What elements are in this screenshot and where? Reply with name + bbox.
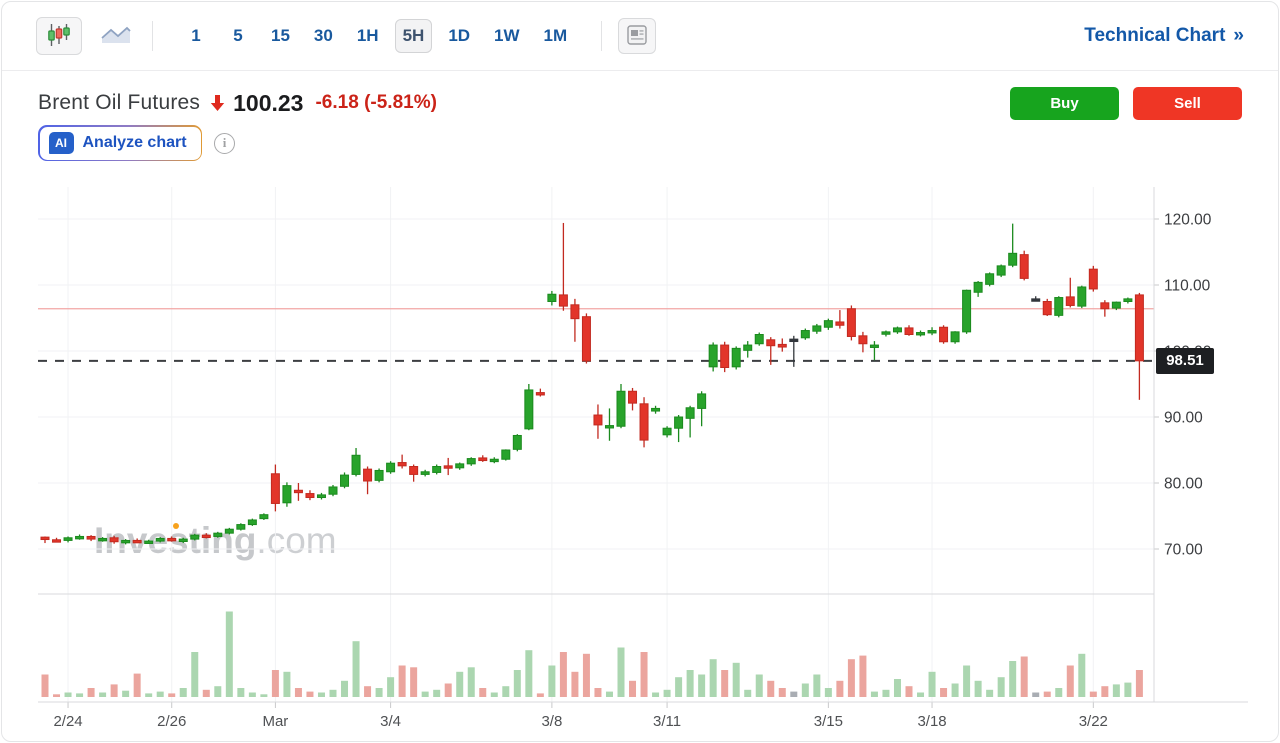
chart-type-candlestick-button[interactable] xyxy=(36,17,82,55)
toolbar-divider xyxy=(152,21,153,51)
ai-analyze-row: AI Analyze chart i xyxy=(38,125,236,161)
price-change: -6.18 (-5.81%) xyxy=(315,92,436,114)
interval-button-15m[interactable]: 15 xyxy=(263,19,298,53)
watermark-brand-dot xyxy=(173,523,179,529)
candles-layer xyxy=(40,222,1144,545)
svg-text:3/8: 3/8 xyxy=(541,713,562,730)
buy-button[interactable]: Buy xyxy=(1010,86,1119,120)
instrument-header: Brent Oil Futures 100.23 -6.18 (-5.81%) … xyxy=(38,84,1242,122)
svg-text:3/15: 3/15 xyxy=(814,713,843,730)
double-chevron-right-icon: » xyxy=(1233,25,1244,46)
change-percent: (-5.81%) xyxy=(364,92,437,113)
svg-text:3/11: 3/11 xyxy=(653,713,681,730)
technical-chart-link[interactable]: Technical Chart » xyxy=(1084,25,1244,47)
axes-layer: 120.00110.00100.0090.0080.0070.002/242/2… xyxy=(38,187,1248,730)
toolbar-divider xyxy=(601,21,603,51)
instrument-name: Brent Oil Futures xyxy=(38,91,201,114)
price-down-arrow-icon xyxy=(210,94,225,112)
sell-button[interactable]: Sell xyxy=(1133,86,1242,120)
interval-selector: 1 5 15 30 1H 5H 1D 1W 1M xyxy=(179,19,575,53)
interval-button-1m-min[interactable]: 1 xyxy=(179,19,213,53)
trade-buttons: Buy Sell xyxy=(1010,86,1242,120)
chart-type-area-button[interactable] xyxy=(96,19,136,53)
volume-layer xyxy=(41,611,1143,697)
area-chart-icon xyxy=(101,25,131,48)
ai-badge-icon: AI xyxy=(48,132,74,154)
last-price-axis-badge: 98.51 xyxy=(1156,347,1214,374)
news-panel-button[interactable] xyxy=(618,18,657,54)
info-icon[interactable]: i xyxy=(214,132,236,154)
svg-text:3/18: 3/18 xyxy=(917,713,946,730)
interval-button-1mo[interactable]: 1M xyxy=(536,19,576,53)
svg-text:80.00: 80.00 xyxy=(1164,476,1203,493)
svg-text:120.00: 120.00 xyxy=(1164,212,1212,229)
grid-layer xyxy=(38,187,1154,702)
chart-toolbar: 1 5 15 30 1H 5H 1D 1W 1M Technical xyxy=(2,2,1278,71)
reference-line-layer xyxy=(38,308,1154,362)
svg-text:70.00: 70.00 xyxy=(1164,542,1203,559)
change-absolute: -6.18 xyxy=(315,92,359,113)
watermark-suffix: .com xyxy=(256,520,337,561)
svg-text:3/4: 3/4 xyxy=(380,713,401,730)
svg-text:2/24: 2/24 xyxy=(53,713,82,730)
interval-button-1w[interactable]: 1W xyxy=(486,19,528,53)
interval-button-1h[interactable]: 1H xyxy=(349,19,387,53)
svg-text:2/26: 2/26 xyxy=(157,713,186,730)
candlestick-chart-icon xyxy=(48,23,70,50)
technical-chart-label: Technical Chart xyxy=(1084,25,1226,46)
interval-button-5h-active[interactable]: 5H xyxy=(394,19,433,53)
analyze-chart-button[interactable]: AI Analyze chart xyxy=(38,125,203,161)
analyze-chart-label: Analyze chart xyxy=(82,134,187,151)
interval-button-5m[interactable]: 5 xyxy=(221,19,255,53)
last-price-value: 100.23 xyxy=(233,89,304,116)
news-icon xyxy=(627,24,647,48)
interval-button-1d[interactable]: 1D xyxy=(440,19,478,53)
svg-text:90.00: 90.00 xyxy=(1164,410,1203,427)
svg-text:110.00: 110.00 xyxy=(1164,278,1211,295)
svg-text:3/22: 3/22 xyxy=(1079,713,1108,730)
svg-text:Mar: Mar xyxy=(262,713,288,730)
interval-button-30m[interactable]: 30 xyxy=(306,19,341,53)
